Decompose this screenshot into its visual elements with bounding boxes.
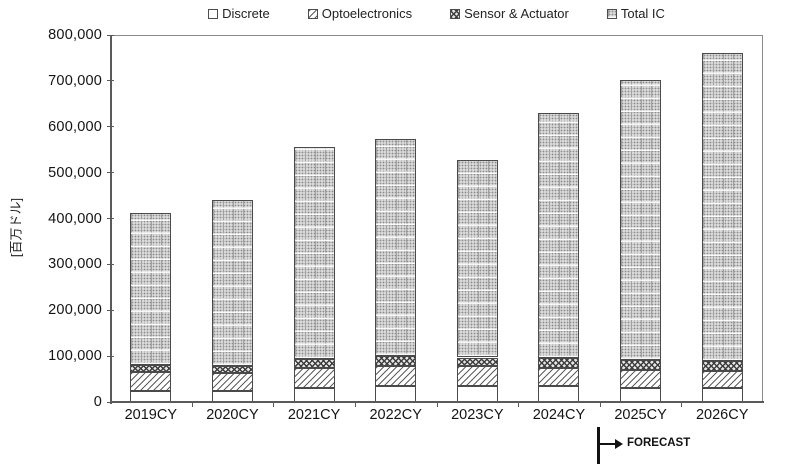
bar-segment-sensor-actuator-2022cy <box>375 355 416 366</box>
bar-segment-sensor-actuator-2025cy <box>620 360 661 371</box>
y-axis-tick-mark <box>107 263 114 265</box>
legend-item-discrete: Discrete <box>208 6 270 21</box>
legend-swatch-optoelectronics-icon <box>307 8 318 19</box>
bar-segment-total-ic-2021cy <box>294 146 335 360</box>
y-axis-line <box>110 35 112 404</box>
bar-segment-optoelectronics-2019cy <box>130 371 171 391</box>
chart-legend: Discrete Optoelectronics Sensor & Actuator… <box>110 6 763 21</box>
x-axis-tick-mark <box>436 402 438 407</box>
y-axis-title: [百万ドル] <box>8 197 24 258</box>
bar-segment-sensor-actuator-2020cy <box>212 365 253 373</box>
legend-label: Total IC <box>620 6 665 21</box>
legend-swatch-total-ic-icon <box>606 8 617 19</box>
y-axis-tick-mark <box>107 309 114 311</box>
x-axis-tick-mark <box>518 402 520 407</box>
bar-segment-optoelectronics-2021cy <box>294 368 335 389</box>
bar-segment-discrete-2022cy <box>375 386 416 402</box>
bar-segment-optoelectronics-2026cy <box>702 371 743 389</box>
bar-segment-discrete-2021cy <box>294 388 335 402</box>
forecast-label: FORECAST <box>627 437 691 449</box>
bar-segment-optoelectronics-2024cy <box>538 367 579 387</box>
x-axis-tick-mark <box>681 402 683 407</box>
y-axis-tick-mark <box>107 126 114 128</box>
y-axis-tick-label: 200,000 <box>48 302 102 319</box>
bar-segment-sensor-actuator-2023cy <box>457 357 498 367</box>
bar-segment-total-ic-2026cy <box>702 52 743 362</box>
y-axis-tick-mark <box>107 401 114 403</box>
bar-segment-discrete-2025cy <box>620 388 661 402</box>
legend-item-sensor-actuator: Sensor & Actuator <box>450 6 569 21</box>
legend-label: Optoelectronics <box>321 6 413 21</box>
bar-segment-total-ic-2024cy <box>538 112 579 359</box>
y-axis-tick-label: 300,000 <box>48 256 102 273</box>
bar-segment-total-ic-2023cy <box>457 160 498 358</box>
x-axis-label-2019cy: 2019CY <box>124 407 178 423</box>
bar-segment-optoelectronics-2025cy <box>620 370 661 389</box>
y-axis-tick-mark <box>107 218 114 219</box>
y-axis-tick-label: 500,000 <box>48 164 102 181</box>
x-axis-tick-mark <box>354 402 356 407</box>
y-axis-tick-label: 400,000 <box>48 210 102 227</box>
bar-segment-sensor-actuator-2021cy <box>294 359 335 369</box>
bar-segment-optoelectronics-2022cy <box>375 365 416 387</box>
y-axis-tick-label: 700,000 <box>48 72 102 89</box>
legend-swatch-sensor-actuator-icon <box>450 8 461 19</box>
y-axis-tick-label: 600,000 <box>48 118 102 135</box>
bar-segment-optoelectronics-2020cy <box>212 372 253 391</box>
bar-segment-total-ic-2022cy <box>375 138 416 356</box>
bar-segment-sensor-actuator-2019cy <box>130 365 171 372</box>
forecast-divider-line <box>597 427 600 464</box>
x-axis-tick-mark <box>599 402 601 407</box>
legend-item-optoelectronics: Optoelectronics <box>307 6 413 21</box>
bar-segment-discrete-2026cy <box>702 388 743 402</box>
y-axis-tick-label: 0 <box>93 394 102 410</box>
bar-segment-discrete-2023cy <box>457 385 498 402</box>
y-axis-tick-mark <box>107 80 114 82</box>
legend-label: Sensor & Actuator <box>464 6 569 21</box>
forecast-arrow-shaft <box>600 443 615 445</box>
y-axis-tick-mark <box>107 355 114 357</box>
legend-label: Discrete <box>222 6 270 21</box>
bar-segment-total-ic-2020cy <box>212 200 253 366</box>
x-axis-label-2020cy: 2020CY <box>206 407 259 423</box>
legend-item-total-ic: Total IC <box>606 6 665 21</box>
bar-segment-optoelectronics-2023cy <box>457 366 498 386</box>
legend-swatch-discrete-icon <box>208 8 219 19</box>
x-axis-label-2021cy: 2021CY <box>287 407 341 423</box>
y-axis-tick-mark <box>107 34 114 36</box>
bar-segment-sensor-actuator-2026cy <box>702 361 743 372</box>
x-axis-tick-mark <box>191 402 193 407</box>
bar-segment-total-ic-2025cy <box>620 80 661 361</box>
forecast-arrow-icon <box>615 439 623 449</box>
y-axis-tick-mark <box>107 172 114 174</box>
x-axis-tick-mark <box>273 402 275 407</box>
bar-segment-sensor-actuator-2024cy <box>538 358 579 368</box>
x-axis-label-2026cy: 2026CY <box>695 407 749 423</box>
x-axis-label-2023cy: 2023CY <box>451 407 504 423</box>
x-axis-label-2024cy: 2024CY <box>532 407 586 423</box>
y-axis-tick-label: 100,000 <box>48 348 102 365</box>
bar-segment-discrete-2024cy <box>538 386 579 402</box>
plot-area <box>110 35 763 402</box>
x-axis-label-2025cy: 2025CY <box>614 407 667 423</box>
x-axis-label-2022cy: 2022CY <box>369 407 422 423</box>
bar-segment-total-ic-2019cy <box>130 212 171 366</box>
y-axis-tick-label: 800,000 <box>48 27 102 43</box>
